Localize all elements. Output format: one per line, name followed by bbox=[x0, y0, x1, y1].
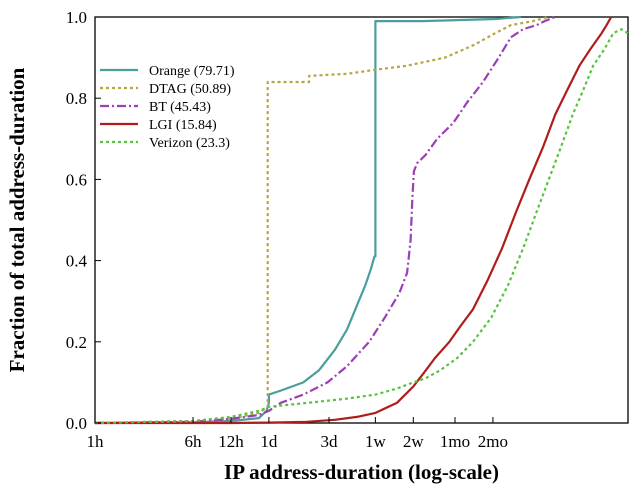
x-tick-label: 1w bbox=[365, 432, 387, 451]
x-tick-label: 1mo bbox=[440, 432, 470, 451]
x-axis: 1h 6h 12h 1d 3d 1w 2w 1mo 2mo bbox=[87, 417, 508, 451]
x-tick-label: 6h bbox=[185, 432, 203, 451]
series-line-1 bbox=[94, 15, 550, 425]
y-tick-label: 0.8 bbox=[66, 89, 87, 108]
x-tick-label: 12h bbox=[218, 432, 244, 451]
legend-label-2: BT (45.43) bbox=[149, 100, 211, 115]
x-tick-label: 2mo bbox=[478, 432, 508, 451]
x-tick-label: 1d bbox=[260, 432, 278, 451]
y-tick-label: 0.4 bbox=[66, 252, 88, 271]
y-tick-label: 1.0 bbox=[66, 8, 87, 27]
legend-label-1: DTAG (50.89) bbox=[149, 82, 231, 97]
x-tick-label: 1h bbox=[87, 432, 105, 451]
series-layer bbox=[94, 15, 629, 425]
plot-frame bbox=[94, 16, 629, 424]
y-tick-label: 0.0 bbox=[66, 414, 87, 433]
series-line-0 bbox=[94, 15, 521, 425]
plot-area bbox=[94, 15, 629, 425]
legend-label-3: LGI (15.84) bbox=[149, 118, 217, 133]
legend-label-0: Orange (79.71) bbox=[149, 64, 235, 79]
x-tick-label: 3d bbox=[321, 432, 339, 451]
x-axis-title: IP address-duration (log-scale) bbox=[224, 460, 499, 484]
series-line-3 bbox=[95, 16, 613, 425]
legend: Orange (79.71) DTAG (50.89) BT (45.43) LGI … bbox=[100, 64, 235, 151]
y-axis: 0.0 0.2 0.4 0.6 0.8 1.0 bbox=[66, 8, 101, 433]
y-tick-label: 0.6 bbox=[66, 170, 87, 189]
y-axis-title: Fraction of total address-duration bbox=[5, 67, 29, 372]
legend-label-4: Verizon (23.3) bbox=[149, 136, 230, 151]
x-tick-label: 2w bbox=[403, 432, 425, 451]
y-tick-label: 0.2 bbox=[66, 333, 87, 352]
